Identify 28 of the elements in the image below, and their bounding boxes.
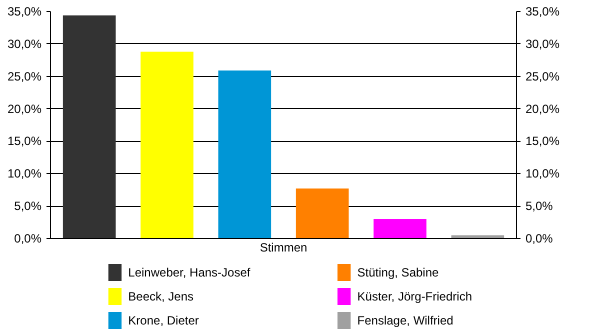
- text: 25,0%: [526, 69, 560, 84]
- y-tick-label: 25,0%: [7, 69, 42, 84]
- text: 5,0%: [526, 199, 553, 214]
- y-tick-label: 15,0%: [7, 134, 42, 148]
- x-tick-label: Stimmen: [260, 240, 308, 254]
- bar: [218, 70, 272, 238]
- text: 15,0%: [526, 134, 560, 148]
- y-tick-label: 0,0%: [14, 232, 42, 246]
- legend-label: Küster, Jörg-Friedrich: [357, 290, 472, 304]
- text: 20,0%: [526, 102, 560, 116]
- text: 0,0%: [526, 232, 553, 246]
- text: 35,0%: [526, 4, 560, 18]
- text: 10,0%: [526, 166, 560, 181]
- legend-label: Leinweber, Hans-Josef: [128, 266, 251, 280]
- legend-label: Fenslage, Wilfried: [357, 314, 454, 328]
- bar: [374, 219, 426, 238]
- bar: [140, 52, 194, 238]
- bar: [62, 15, 116, 238]
- legend-label: Beeck, Jens: [128, 290, 194, 304]
- y-tick-label: 20,0%: [7, 102, 42, 116]
- text: 30,0%: [526, 36, 560, 51]
- legend-label: Stüting, Sabine: [357, 266, 439, 280]
- bar: [296, 188, 349, 238]
- y-tick-label: 10,0%: [7, 166, 42, 181]
- y-tick-label: 35,0%: [7, 4, 42, 18]
- y-tick-label: 30,0%: [7, 36, 42, 51]
- legend-label: Krone, Dieter: [128, 314, 199, 328]
- y-tick-label: 5,0%: [14, 199, 42, 214]
